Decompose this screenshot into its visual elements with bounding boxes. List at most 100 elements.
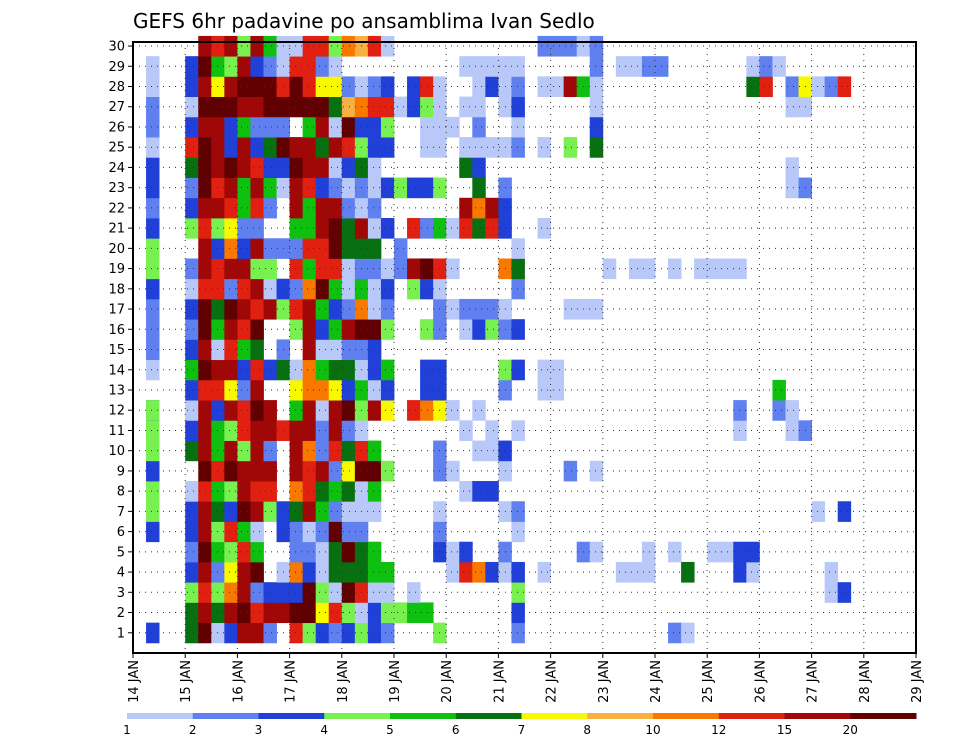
colorbar-segment <box>850 713 917 719</box>
heatmap-cell <box>315 218 330 239</box>
colorbar: 1 2 3 4 5 6 7 8 10 12 15 20 <box>123 713 917 737</box>
heatmap-cell <box>641 561 656 583</box>
heatmap-cell <box>237 238 251 259</box>
heatmap-cell <box>367 298 382 320</box>
colorbar-segment <box>587 713 654 719</box>
heatmap-cell <box>472 137 486 158</box>
heatmap-cell <box>211 116 225 138</box>
heatmap-cell <box>511 319 525 340</box>
heatmap-cell <box>224 238 238 259</box>
heatmap-cell <box>198 116 212 138</box>
heatmap-cell <box>302 541 317 563</box>
heatmap-cell <box>185 56 199 77</box>
heatmap-cell <box>315 440 330 462</box>
heatmap-cell <box>446 258 460 280</box>
heatmap-cell <box>224 96 238 118</box>
colorbar-tick-label: 12 <box>711 723 726 737</box>
heatmap-cell <box>302 278 317 300</box>
y-tick-label: 15 <box>108 343 125 358</box>
x-tick-label: 28 JAN <box>858 660 873 703</box>
heatmap-cell <box>341 582 356 603</box>
heatmap-cell <box>341 440 356 462</box>
heatmap-cell <box>380 96 395 118</box>
heatmap-cell <box>394 602 408 624</box>
heatmap-cell <box>198 137 212 158</box>
heatmap-cell <box>263 420 277 441</box>
y-tick-label: 1 <box>117 626 125 641</box>
heatmap-cell <box>341 501 356 522</box>
heatmap-cell <box>328 420 343 441</box>
x-tick-label: 22 JAN <box>545 660 560 703</box>
heatmap-cell <box>198 177 212 199</box>
heatmap-cell <box>380 137 395 158</box>
heatmap-cell <box>250 116 264 138</box>
heatmap-cell <box>563 460 578 482</box>
heatmap-cell <box>563 298 578 320</box>
heatmap-cell <box>459 298 473 320</box>
heatmap-cell <box>367 561 382 583</box>
heatmap-cell <box>289 238 304 259</box>
heatmap-cell <box>720 258 734 280</box>
heatmap-cell <box>628 561 643 583</box>
heatmap-cell <box>224 56 238 77</box>
heatmap-cell <box>511 96 525 118</box>
heatmap-cell <box>328 278 343 300</box>
heatmap-cell <box>341 319 356 340</box>
heatmap-cell <box>211 481 225 502</box>
heatmap-cell <box>407 278 421 300</box>
x-tick-label: 27 JAN <box>806 660 821 703</box>
heatmap-cell <box>146 76 160 98</box>
heatmap-cell <box>380 258 395 280</box>
heatmap-cell <box>289 400 304 421</box>
heatmap-cell <box>198 501 212 522</box>
heatmap-cell <box>367 116 382 138</box>
heatmap-cell <box>250 96 264 118</box>
heatmap-cell <box>211 541 225 563</box>
heatmap-cell <box>420 258 434 280</box>
heatmap-cells <box>146 35 852 644</box>
heatmap-cell <box>146 420 160 441</box>
heatmap-cell <box>367 258 382 280</box>
heatmap-cell <box>146 197 160 219</box>
heatmap-cell <box>315 379 330 401</box>
heatmap-cell <box>681 561 695 583</box>
heatmap-cell <box>250 481 264 502</box>
heatmap-cell <box>380 298 395 320</box>
heatmap-cell <box>459 56 473 77</box>
heatmap-cell <box>211 339 225 361</box>
heatmap-cell <box>380 400 395 421</box>
heatmap-cell <box>302 582 317 603</box>
heatmap-cell <box>315 501 330 522</box>
heatmap-cell <box>367 400 382 421</box>
heatmap-cell <box>328 116 343 138</box>
heatmap-cell <box>198 582 212 603</box>
heatmap-cell <box>211 238 225 259</box>
heatmap-cell <box>185 440 199 462</box>
heatmap-cell <box>511 420 525 441</box>
y-tick-label: 10 <box>108 444 125 459</box>
y-tick-label: 19 <box>108 262 125 277</box>
heatmap-cell <box>185 319 199 340</box>
heatmap-cell <box>302 116 317 138</box>
y-tick-label: 14 <box>108 363 125 378</box>
heatmap-cell <box>394 96 408 118</box>
heatmap-cell <box>328 481 343 502</box>
heatmap-cell <box>485 137 499 158</box>
heatmap-cell <box>237 541 251 563</box>
heatmap-cell <box>315 481 330 502</box>
heatmap-cell <box>263 56 277 77</box>
heatmap-cell <box>367 238 382 259</box>
heatmap-cell <box>185 541 199 563</box>
heatmap-cell <box>485 76 499 98</box>
heatmap-cell <box>302 460 317 482</box>
heatmap-cell <box>315 76 330 98</box>
heatmap-cell <box>263 197 277 219</box>
heatmap-cell <box>198 440 212 462</box>
heatmap-cell <box>550 35 565 57</box>
heatmap-cell <box>289 582 304 603</box>
heatmap-cell <box>302 96 317 118</box>
heatmap-cell <box>302 622 317 644</box>
heatmap-cell <box>341 339 356 361</box>
heatmap-cell <box>485 440 499 462</box>
heatmap-cell <box>472 400 486 421</box>
